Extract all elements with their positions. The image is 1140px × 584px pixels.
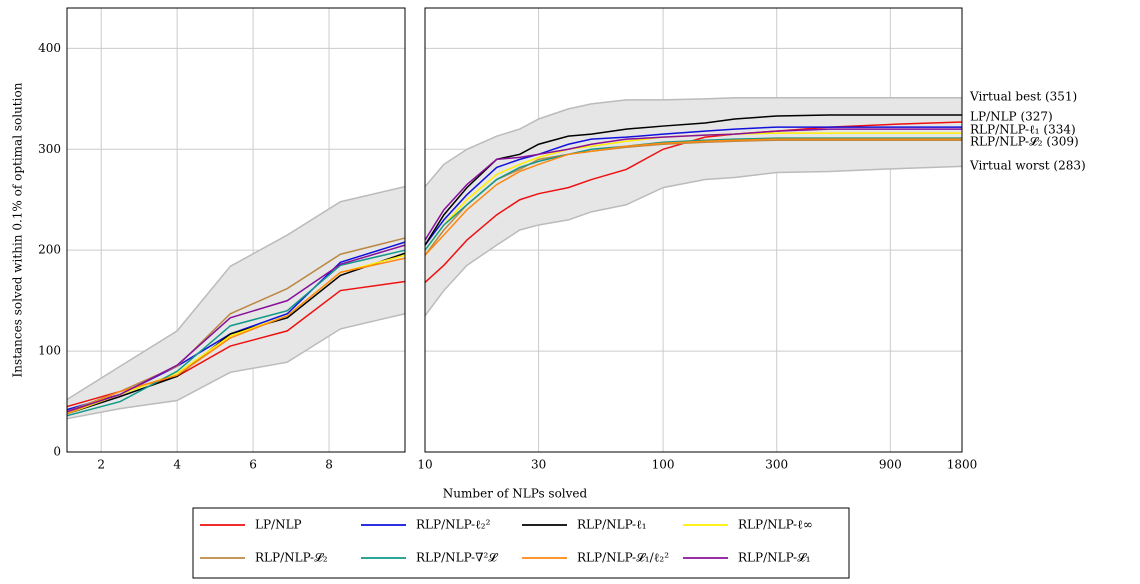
band <box>67 186 405 419</box>
band <box>425 97 962 316</box>
band-upper <box>66 185 406 401</box>
x-tick-label: 6 <box>249 458 257 472</box>
band-lower <box>424 165 963 317</box>
legend-label: LP/NLP <box>255 518 302 532</box>
series-line <box>66 257 406 415</box>
legend-label: RLP/NLP-ℓ₂² <box>416 518 491 532</box>
legend-label: RLP/NLP-ℓ∞ <box>738 518 813 532</box>
legend-label: RLP/NLP-𝓛₁/ℓ₂² <box>577 551 669 565</box>
y-tick-label: 100 <box>38 344 61 358</box>
annotation: RLP/NLP-𝓛₂ (309) <box>970 135 1079 149</box>
series-line <box>66 252 406 415</box>
band-upper <box>424 97 962 188</box>
legend-label: RLP/NLP-𝓛₂ <box>255 551 328 565</box>
x-tick-label: 100 <box>652 458 675 472</box>
band-lower <box>66 313 406 420</box>
x-tick-label: 4 <box>173 458 181 472</box>
series-line <box>424 126 962 246</box>
annotation: LP/NLP (327) <box>970 110 1053 124</box>
series-line <box>424 128 962 241</box>
plot-frame <box>66 7 406 453</box>
legend-label: RLP/NLP-ℓ₁ <box>577 518 647 532</box>
x-tick-label: 2 <box>97 458 105 472</box>
x-tick-label: 1800 <box>947 458 978 472</box>
y-tick-label: 400 <box>38 41 61 55</box>
y-axis-label: Instances solved within 0.1% of optimal … <box>11 82 25 377</box>
x-tick-label: 30 <box>531 458 546 472</box>
annotation: Virtual best (351) <box>969 90 1077 104</box>
x-tick-label: 900 <box>879 458 902 472</box>
series-line <box>424 137 962 251</box>
x-tick-label: 300 <box>765 458 788 472</box>
series-line <box>66 244 406 413</box>
legend-label: RLP/NLP-∇²𝓛 <box>416 551 498 565</box>
x-tick-label: 10 <box>417 458 432 472</box>
annotation: RLP/NLP-ℓ₁ (334) <box>970 123 1076 137</box>
y-tick-label: 300 <box>38 142 61 156</box>
y-tick-label: 0 <box>53 445 61 459</box>
series-line <box>66 249 406 417</box>
plot-frame <box>424 7 963 453</box>
x-tick-label: 8 <box>325 458 333 472</box>
x-axis-label: Number of NLPs solved <box>443 487 588 501</box>
series-line <box>424 138 962 256</box>
legend-box <box>192 507 850 579</box>
series-line <box>424 121 963 284</box>
legend-label: RLP/NLP-𝓛₁ <box>738 551 811 565</box>
series-line <box>424 132 962 251</box>
series-line <box>424 114 962 246</box>
annotation: Virtual worst (283) <box>969 159 1086 173</box>
y-tick-label: 200 <box>38 243 61 257</box>
